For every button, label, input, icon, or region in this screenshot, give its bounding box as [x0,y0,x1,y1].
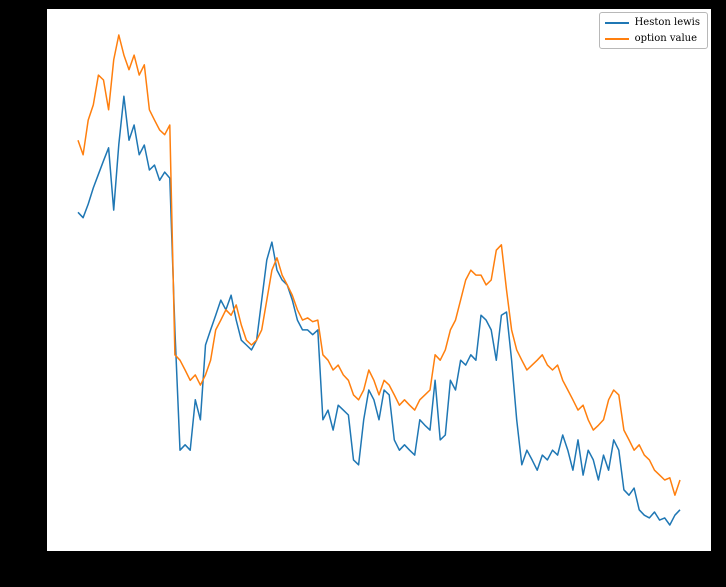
line-chart [77,34,681,526]
heston-lewis-line-swatch [604,21,629,24]
legend-label-heston-lewis: Heston lewis [634,17,700,28]
option-value-line-swatch [604,37,629,40]
legend-item-heston-lewis: Heston lewis [604,16,700,29]
legend-label-option-value: option value [634,33,698,44]
legend: Heston lewis option value [598,12,708,49]
legend-item-option-value: option value [604,32,700,45]
option-value-line [77,34,681,496]
heston-lewis-line [77,95,681,526]
plot-area: Heston lewis option value [47,9,711,551]
